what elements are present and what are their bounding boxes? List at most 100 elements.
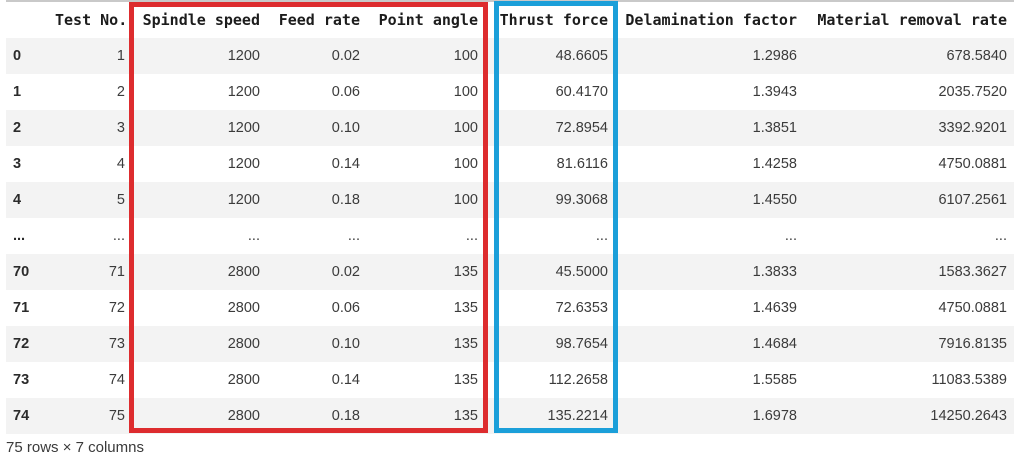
table-cell: 4 <box>116 156 125 172</box>
table-cell: 1200 <box>227 48 260 64</box>
table-cell: 74 <box>108 372 125 388</box>
table-cell: 135 <box>453 408 478 424</box>
row-index: 74 <box>13 408 30 424</box>
row-index: 71 <box>13 300 30 316</box>
table-cell: 112.2658 <box>548 372 608 388</box>
table-cell: 48.6605 <box>555 48 608 64</box>
table-cell: 71 <box>108 264 125 280</box>
table-cell: 0.02 <box>331 48 360 64</box>
table-cell: 3392.9201 <box>938 120 1007 136</box>
row-index: ... <box>13 228 26 244</box>
table-cell: 4750.0881 <box>938 156 1007 172</box>
table-cell: 1200 <box>227 156 260 172</box>
table-row: 74 75 2800 0.18 135 135.2214 1.6978 14250.2643 <box>6 398 1014 434</box>
table-cell: 1.6978 <box>752 408 797 424</box>
table-cell: 2035.7520 <box>938 84 1007 100</box>
table-cell: 0.06 <box>331 300 360 316</box>
table-cell: 0.14 <box>331 156 360 172</box>
table-cell: 45.5000 <box>555 264 608 280</box>
row-index: 72 <box>13 336 30 352</box>
table-cell: ... <box>784 228 797 244</box>
table-cell: 81.6116 <box>556 156 608 172</box>
table-row: 70 71 2800 0.02 135 45.5000 1.3833 1583.3627 <box>6 254 1014 290</box>
table-cell: 11083.5389 <box>931 372 1007 388</box>
table-cell: 0.18 <box>331 192 360 208</box>
table-cell: 2800 <box>227 264 260 280</box>
row-index: 2 <box>13 120 22 136</box>
header-row: Test No. Spindle speed Feed rate Point a… <box>6 1 1014 38</box>
table-cell: 1.2986 <box>752 48 797 64</box>
table-cell: 72 <box>108 300 125 316</box>
table-cell: 1.4684 <box>752 336 797 352</box>
row-index: 1 <box>13 84 22 100</box>
index-column-header <box>6 1 48 38</box>
table-cell: 100 <box>453 120 478 136</box>
table-shape-summary: 75 rows × 7 columns <box>6 439 144 456</box>
table-cell: 100 <box>453 48 478 64</box>
table-cell: 0.10 <box>331 120 360 136</box>
table-cell: 1.3851 <box>752 120 797 136</box>
column-header-delamination-factor: Delamination factor <box>615 1 804 38</box>
table-cell: 99.3068 <box>555 192 608 208</box>
table-body: 0 1 1200 0.02 100 48.6605 1.2986 678.5840 1 2 1… <box>6 38 1014 434</box>
table-cell: 1.4550 <box>752 192 797 208</box>
column-header-thrust-force: Thrust force <box>485 1 615 38</box>
table-cell: 2800 <box>227 300 260 316</box>
table-row: 73 74 2800 0.14 135 112.2658 1.5585 11083.5389 <box>6 362 1014 398</box>
row-index: 0 <box>13 48 22 64</box>
table-cell: 135 <box>453 372 478 388</box>
table-cell: 0.14 <box>331 372 360 388</box>
column-header-spindle-speed: Spindle speed <box>132 1 267 38</box>
table-cell: 75 <box>108 408 125 424</box>
row-index: 73 <box>13 372 30 388</box>
column-header-point-angle: Point angle <box>367 1 485 38</box>
table-cell: 0.02 <box>331 264 360 280</box>
table-row: 72 73 2800 0.10 135 98.7654 1.4684 7916.8135 <box>6 326 1014 362</box>
table-cell: ... <box>112 228 125 244</box>
table-cell: 72.6353 <box>555 300 608 316</box>
table-row: ... ..................... <box>6 218 1014 254</box>
table-cell: 1583.3627 <box>938 264 1007 280</box>
table-row: 3 4 1200 0.14 100 81.6116 1.4258 4750.0881 <box>6 146 1014 182</box>
table-cell: 2800 <box>227 336 260 352</box>
table-cell: ... <box>347 228 360 244</box>
table-cell: 14250.2643 <box>930 408 1007 424</box>
column-header-material-removal-rate: Material removal rate <box>804 1 1014 38</box>
table-cell: 6107.2561 <box>938 192 1007 208</box>
table-cell: 2 <box>116 84 125 100</box>
table-row: 2 3 1200 0.10 100 72.8954 1.3851 3392.9201 <box>6 110 1014 146</box>
table-cell: 98.7654 <box>555 336 608 352</box>
table-cell: 3 <box>116 120 125 136</box>
table-cell: 1.4639 <box>752 300 797 316</box>
table-cell: 72.8954 <box>555 120 608 136</box>
table-cell: 1200 <box>227 192 260 208</box>
table-cell: ... <box>465 228 478 244</box>
dataframe-table: Test No. Spindle speed Feed rate Point a… <box>6 0 1014 434</box>
row-index: 3 <box>13 156 22 172</box>
table-cell: 1.3943 <box>752 84 797 100</box>
table-cell: 135.2214 <box>547 408 608 424</box>
table-cell: 7916.8135 <box>938 336 1007 352</box>
row-index: 4 <box>13 192 22 208</box>
table-cell: ... <box>247 228 260 244</box>
table-cell: ... <box>994 228 1007 244</box>
table-cell: 2800 <box>227 372 260 388</box>
table-cell: 1.4258 <box>752 156 797 172</box>
table-cell: 1200 <box>227 84 260 100</box>
table-cell: 678.5840 <box>946 48 1007 64</box>
table-cell: 4750.0881 <box>938 300 1007 316</box>
table-cell: 5 <box>116 192 125 208</box>
table-cell: 1.3833 <box>752 264 797 280</box>
table-cell: 0.10 <box>331 336 360 352</box>
table-row: 4 5 1200 0.18 100 99.3068 1.4550 6107.2561 <box>6 182 1014 218</box>
table-cell: 1.5585 <box>752 372 797 388</box>
table-cell: 1 <box>116 48 125 64</box>
table-cell: 1200 <box>227 120 260 136</box>
table-row: 1 2 1200 0.06 100 60.4170 1.3943 2035.7520 <box>6 74 1014 110</box>
table-cell: 73 <box>108 336 125 352</box>
table-cell: 135 <box>453 336 478 352</box>
table-cell: 2800 <box>227 408 260 424</box>
table-row: 0 1 1200 0.02 100 48.6605 1.2986 678.5840 <box>6 38 1014 74</box>
table-row: 71 72 2800 0.06 135 72.6353 1.4639 4750.0881 <box>6 290 1014 326</box>
